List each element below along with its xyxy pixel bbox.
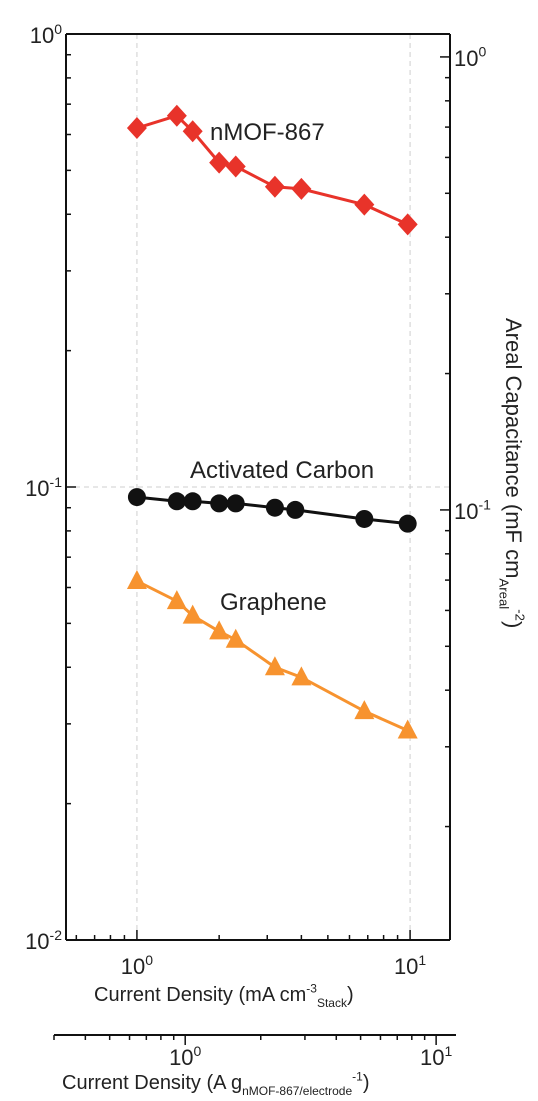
y-tick-label: 10-2: [25, 927, 62, 954]
data-point-activated-carbon: [355, 509, 374, 528]
data-point-nmof-867: [209, 151, 230, 174]
data-point-nmof-867: [354, 193, 375, 216]
data-point-graphene: [397, 719, 418, 739]
data-point-graphene: [166, 590, 187, 610]
data-point-nmof-867: [182, 120, 203, 143]
data-point-graphene: [225, 628, 246, 648]
data-point-activated-carbon: [398, 514, 417, 533]
axes: [53, 33, 456, 1045]
data-point-nmof-867: [225, 155, 246, 178]
series-label-nmof-867: nMOF-867: [210, 119, 325, 146]
right-axis-title: Areal Capacitance (mF cmAreal-2): [496, 318, 527, 628]
right-tick-label: 100: [454, 44, 486, 71]
chart-text: 10-2 10-1 100 100 101 10-1 100 Areal Capacitanc…: [25, 21, 527, 1098]
data-point-activated-carbon: [210, 494, 229, 513]
secondary-x-axis-title: Current Density (A gnMOF-867/electrode-1…: [62, 1070, 369, 1098]
series-label-graphene: Graphene: [220, 589, 327, 616]
data-point-activated-carbon: [127, 488, 146, 507]
secondary-x-tick-label: 100: [169, 1043, 201, 1070]
data-point-nmof-867: [126, 117, 147, 140]
data-point-graphene: [264, 656, 285, 676]
data-point-graphene: [209, 620, 230, 640]
y-tick-label: 100: [30, 21, 62, 48]
x-tick-label: 100: [121, 952, 153, 979]
data-point-nmof-867: [291, 177, 312, 200]
data-point-graphene: [291, 666, 312, 686]
data-point-activated-carbon: [226, 494, 245, 513]
data-point-nmof-867: [264, 175, 285, 198]
data-point-nmof-867: [166, 104, 187, 127]
x-tick-label: 101: [394, 952, 426, 979]
data-point-activated-carbon: [167, 492, 186, 511]
secondary-x-tick-label: 101: [420, 1043, 452, 1070]
data-point-activated-carbon: [286, 500, 305, 519]
y-tick-label: 10-1: [25, 474, 62, 501]
data-series: [126, 104, 418, 739]
data-point-graphene: [182, 604, 203, 624]
data-point-nmof-867: [397, 213, 418, 236]
data-point-graphene: [354, 700, 375, 720]
right-tick-label: 10-1: [454, 497, 491, 524]
data-point-activated-carbon: [265, 498, 284, 517]
series-label-activated-carbon: Activated Carbon: [190, 457, 374, 484]
data-point-graphene: [126, 570, 147, 590]
data-point-activated-carbon: [183, 492, 202, 511]
grid-lines: [66, 34, 450, 940]
x-axis-title: Current Density (mA cm-3Stack): [94, 982, 354, 1010]
